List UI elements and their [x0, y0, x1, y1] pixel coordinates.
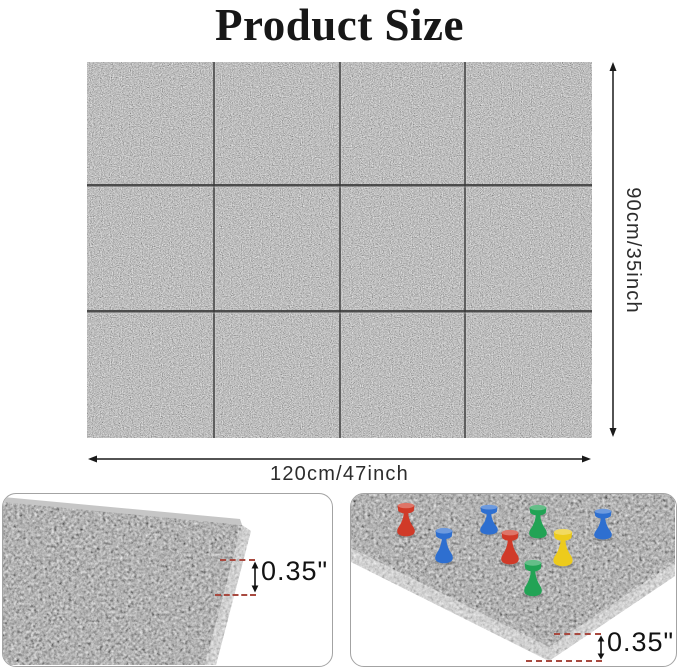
page-title: Product Size	[215, 0, 464, 50]
horizontal-double-arrow-icon	[88, 455, 591, 463]
push-pin-blue	[592, 508, 614, 541]
thickness-value: 0.35"	[607, 627, 675, 657]
felt-grid-texture	[87, 62, 592, 438]
push-pin-green	[522, 559, 544, 598]
thickness-dash-bottom	[215, 594, 256, 596]
height-dimension-text: 90cm/35inch	[621, 187, 644, 314]
felt-panel-perspective	[351, 494, 675, 661]
thickness-double-arrow-icon	[597, 635, 605, 660]
thickness-double-arrow-icon	[251, 561, 259, 593]
pins-layer	[351, 494, 676, 666]
width-dimension-label: 120cm/47inch	[270, 463, 409, 485]
push-pin-blue	[433, 527, 455, 565]
pins-detail-card: 0.35"	[350, 493, 677, 667]
thickness-detail-card: 0.35"	[2, 493, 333, 667]
push-pin-blue	[478, 504, 500, 536]
thickness-dash-top	[220, 559, 255, 561]
thickness-dash-top	[554, 633, 601, 635]
vertical-double-arrow-icon	[609, 62, 617, 437]
thickness-dash-bottom	[526, 660, 602, 662]
thickness-value: 0.35"	[261, 556, 329, 586]
felt-panel-grid	[87, 62, 592, 438]
push-pin-yellow	[551, 528, 575, 568]
height-dimension-label: 90cm/35inch	[612, 62, 652, 439]
push-pin-green	[527, 504, 549, 540]
push-pin-red	[395, 502, 417, 538]
push-pin-red	[499, 529, 521, 566]
